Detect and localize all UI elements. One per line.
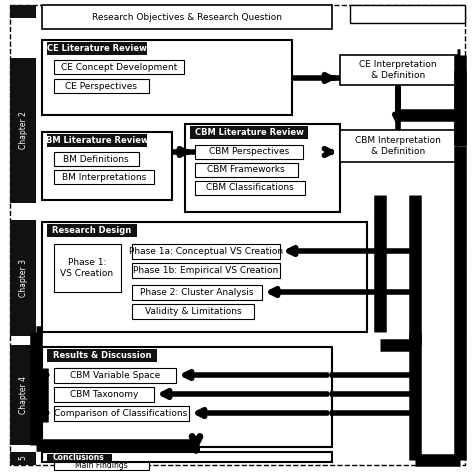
Bar [54, 170, 154, 184]
Bar [42, 347, 332, 447]
Bar [10, 220, 36, 336]
Text: CBM Perspectives: CBM Perspectives [209, 147, 289, 156]
Text: CBM Interpretation
& Definition: CBM Interpretation & Definition [355, 136, 441, 156]
Bar [54, 244, 121, 292]
Bar [340, 55, 457, 85]
Text: BM Definitions: BM Definitions [63, 155, 129, 164]
Bar [54, 387, 154, 402]
Text: Research Objectives & Research Question: Research Objectives & Research Question [92, 12, 282, 21]
Bar [42, 5, 332, 29]
Text: CE Interpretation
& Definition: CE Interpretation & Definition [359, 60, 437, 80]
Bar [190, 126, 308, 139]
Bar [10, 58, 36, 203]
Bar [185, 124, 340, 212]
Text: CBM Literature Review: CBM Literature Review [194, 128, 303, 137]
Bar [47, 42, 147, 55]
Bar [132, 285, 262, 300]
Text: Research Design: Research Design [52, 226, 132, 235]
Text: CBM Frameworks: CBM Frameworks [207, 165, 285, 174]
Bar [42, 40, 292, 115]
Text: 5: 5 [18, 456, 27, 460]
Bar [10, 452, 36, 465]
Bar [54, 79, 149, 93]
Bar [54, 60, 184, 74]
Bar [132, 244, 280, 259]
Bar [42, 132, 172, 200]
Text: Chapter 2: Chapter 2 [18, 111, 27, 149]
Text: Phase 1b: Empirical VS Creation: Phase 1b: Empirical VS Creation [133, 266, 279, 275]
Text: Phase 1:
VS Creation: Phase 1: VS Creation [61, 258, 114, 278]
Bar [132, 304, 254, 319]
Bar [132, 263, 280, 278]
Bar [47, 134, 147, 147]
Bar [350, 5, 465, 23]
Bar [10, 345, 36, 445]
Text: CE Literature Review: CE Literature Review [47, 44, 147, 53]
Bar [340, 130, 457, 162]
Text: CBM Classifications: CBM Classifications [206, 183, 294, 192]
Bar [42, 452, 332, 462]
Text: Main Findings: Main Findings [74, 462, 128, 471]
Bar [54, 368, 176, 383]
Text: CE Concept Development: CE Concept Development [61, 63, 177, 72]
Text: Phase 1a: Conceptual VS Creation: Phase 1a: Conceptual VS Creation [129, 247, 283, 256]
Bar [10, 5, 36, 18]
Text: Conclusions: Conclusions [53, 454, 105, 463]
Text: CE Perspectives: CE Perspectives [65, 82, 137, 91]
Text: Validity & Limitations: Validity & Limitations [145, 307, 241, 316]
Bar [47, 454, 112, 462]
Bar [54, 462, 149, 470]
Bar [54, 406, 189, 421]
Text: Chapter 3: Chapter 3 [18, 259, 27, 297]
Text: Results & Discussion: Results & Discussion [53, 351, 151, 360]
Text: BM Interpretations: BM Interpretations [62, 173, 146, 182]
Bar [195, 163, 298, 177]
Bar [195, 145, 303, 159]
Text: BM Literature Review: BM Literature Review [46, 136, 148, 145]
Bar [54, 152, 139, 166]
Bar [47, 349, 157, 362]
Bar [47, 224, 137, 237]
Bar [42, 222, 367, 332]
Text: Phase 2: Cluster Analysis: Phase 2: Cluster Analysis [140, 288, 254, 297]
Text: CBM Taxonomy: CBM Taxonomy [70, 390, 138, 399]
Text: Comparison of Classifications: Comparison of Classifications [55, 409, 188, 418]
Text: CBM Variable Space: CBM Variable Space [70, 371, 160, 380]
Text: Chapter 4: Chapter 4 [18, 376, 27, 414]
Bar [195, 181, 305, 195]
